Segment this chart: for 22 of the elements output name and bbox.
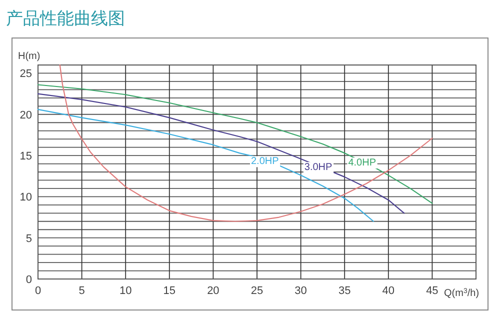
x-tick-label: 40 bbox=[382, 285, 395, 297]
series-label: 3.0HP bbox=[304, 162, 333, 174]
y-tick-label: 20 bbox=[20, 109, 32, 122]
y-tick-label: 25 bbox=[20, 68, 32, 80]
x-axis-title: Q(m$^{3}$/h) bbox=[444, 288, 480, 299]
x-tick-label: 25 bbox=[250, 285, 264, 297]
x-tick-label: 45 bbox=[426, 285, 438, 297]
x-tick-label: 0 bbox=[34, 285, 42, 297]
series-label: 2.0HP bbox=[250, 156, 280, 168]
y-tick-label: 0 bbox=[26, 274, 32, 286]
series-label: 4.0HP bbox=[348, 158, 376, 169]
y-axis-title: H(m) bbox=[18, 51, 40, 62]
x-tick-label: 20 bbox=[207, 285, 220, 297]
y-tick-label: 15 bbox=[20, 150, 32, 163]
y-tick-label: 5 bbox=[26, 232, 32, 245]
x-tick-label: 5 bbox=[78, 285, 85, 297]
x-tick-label: 30 bbox=[294, 285, 307, 297]
y-tick-label: 10 bbox=[20, 192, 32, 204]
chart-title: 产品性能曲线图 bbox=[6, 9, 125, 28]
x-tick-label: 15 bbox=[163, 285, 176, 297]
x-tick-label: 35 bbox=[338, 285, 351, 297]
x-tick-label: 10 bbox=[119, 285, 132, 297]
